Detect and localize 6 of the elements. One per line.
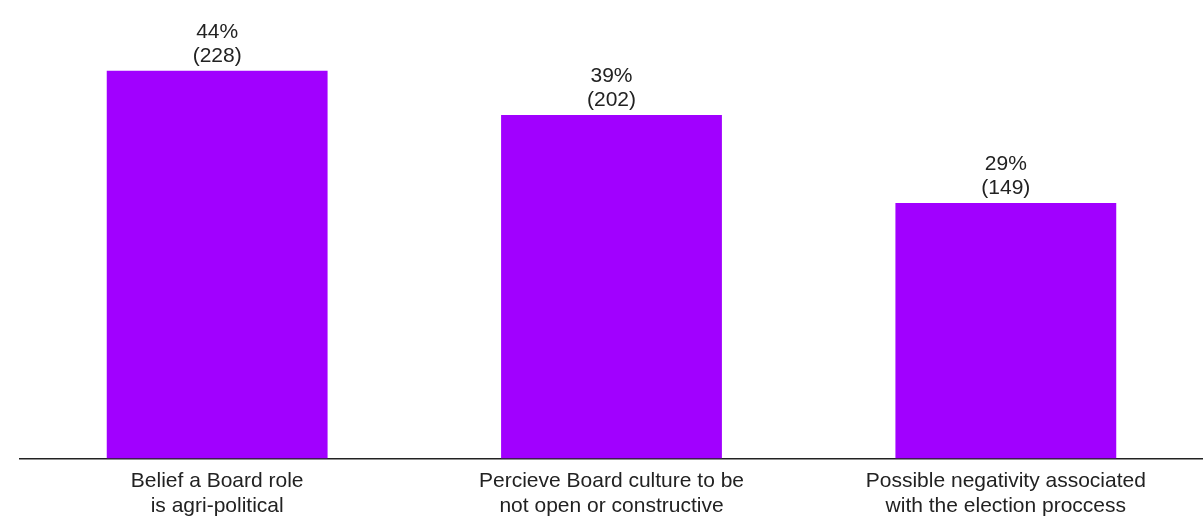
data-label: 44% (228) — [192, 19, 242, 67]
x-tick-label: Belief a Board role is agri-political — [130, 468, 304, 517]
x-tick-label: Possible negativity associated with the election proccess — [865, 468, 1146, 517]
x-tick-label: Percieve Board culture to be not open or constructive — [479, 468, 744, 517]
data-label: 39% (202) — [586, 63, 637, 111]
data-label: 29% (149) — [981, 151, 1031, 199]
